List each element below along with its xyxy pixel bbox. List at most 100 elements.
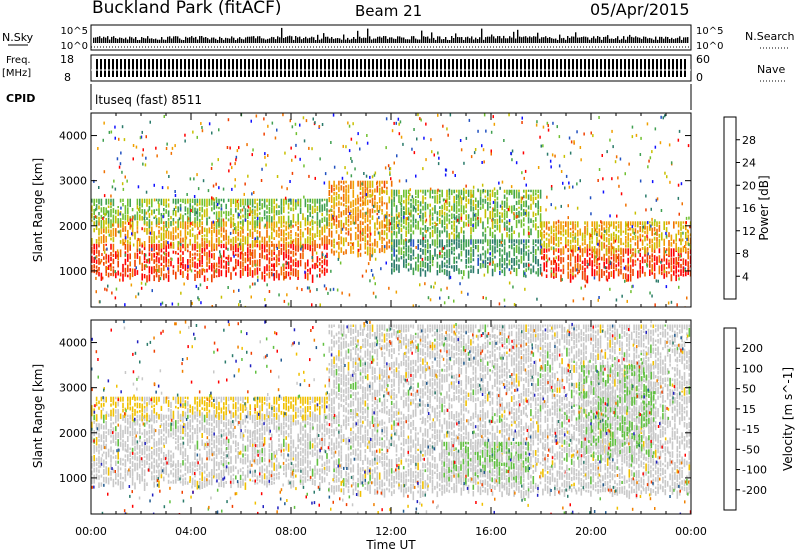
noise-bar [403, 37, 405, 43]
data-cell [388, 286, 390, 290]
data-cell [415, 199, 417, 206]
data-cell [100, 444, 103, 451]
data-cell [661, 258, 663, 263]
data-cell [105, 443, 107, 450]
data-cell [415, 261, 417, 271]
data-cell [316, 442, 319, 448]
data-cell [321, 260, 323, 264]
data-cell [213, 265, 215, 268]
data-cell [550, 225, 553, 235]
data-cell [223, 235, 225, 241]
data-cell [473, 151, 476, 155]
data-cell [187, 224, 189, 230]
data-cell [352, 382, 355, 390]
data-cell [271, 433, 273, 438]
data-cell [487, 248, 489, 254]
data-cell [586, 221, 589, 228]
data-cell [496, 201, 499, 209]
data-cell [364, 197, 367, 206]
data-cell [581, 232, 584, 242]
data-cell [206, 427, 208, 435]
data-cell [316, 408, 319, 411]
data-cell [562, 233, 565, 237]
data-cell [637, 240, 639, 249]
data-cell [490, 130, 493, 134]
data-cell [280, 429, 283, 435]
data-cell [304, 406, 307, 414]
data-cell [113, 179, 115, 183]
data-cell [352, 208, 355, 216]
station-title: Buckland Park (fitACF) [92, 0, 282, 18]
data-cell [160, 243, 163, 249]
data-cell [249, 285, 251, 289]
data-cell [146, 217, 148, 220]
data-cell [218, 482, 220, 488]
data-cell [345, 462, 347, 469]
data-cell [436, 227, 439, 234]
noise-bar [537, 32, 539, 43]
data-cell [148, 435, 151, 444]
data-cell [172, 436, 175, 439]
data-cell [132, 144, 135, 147]
data-cell [613, 231, 615, 237]
data-cell [597, 298, 599, 302]
data-cell [155, 396, 158, 406]
data-cell [324, 256, 326, 259]
data-cell [586, 275, 589, 284]
data-cell [165, 243, 167, 253]
data-cell [417, 204, 419, 212]
data-cell [347, 377, 350, 386]
data-cell [340, 480, 343, 486]
data-cell [95, 446, 98, 452]
data-cell [646, 248, 649, 255]
data-cell [311, 243, 314, 247]
data-cell [345, 350, 347, 360]
data-cell [167, 251, 170, 257]
data-cell [641, 234, 644, 238]
data-cell [605, 269, 608, 273]
data-cell [632, 251, 634, 257]
data-cell [410, 233, 412, 242]
data-cell [678, 277, 680, 281]
data-cell [182, 451, 184, 460]
data-cell [400, 256, 403, 260]
data-cell [623, 266, 626, 270]
data-cell [554, 259, 556, 263]
data-cell [215, 204, 218, 209]
data-cell [410, 224, 412, 232]
data-cell [443, 226, 446, 233]
data-cell [117, 401, 119, 407]
data-cell [555, 243, 557, 247]
data-cell [124, 237, 127, 243]
data-cell [452, 170, 454, 174]
data-cell [285, 403, 287, 411]
data-cell [451, 242, 453, 246]
data-cell [273, 477, 275, 481]
data-cell [680, 269, 682, 276]
data-cell [350, 394, 352, 399]
data-cell [166, 142, 168, 146]
data-cell [584, 284, 586, 288]
data-cell [548, 238, 550, 244]
data-cell [196, 396, 199, 400]
data-cell [669, 180, 671, 184]
data-cell [314, 121, 316, 125]
data-cell [316, 198, 319, 204]
data-cell [158, 198, 160, 202]
data-cell [283, 271, 285, 281]
data-cell [208, 413, 211, 420]
data-cell [263, 426, 266, 436]
data-cell [424, 270, 427, 277]
data-cell [410, 255, 412, 261]
data-cell [175, 446, 177, 450]
data-cell [617, 235, 620, 244]
data-cell [395, 254, 398, 262]
data-cell [501, 233, 503, 242]
data-cell [199, 212, 201, 217]
data-cell [155, 146, 157, 150]
data-cell [256, 482, 259, 485]
data-cell [656, 256, 658, 265]
data-cell [112, 427, 115, 433]
data-cell [271, 216, 273, 223]
data-cell [232, 478, 235, 485]
